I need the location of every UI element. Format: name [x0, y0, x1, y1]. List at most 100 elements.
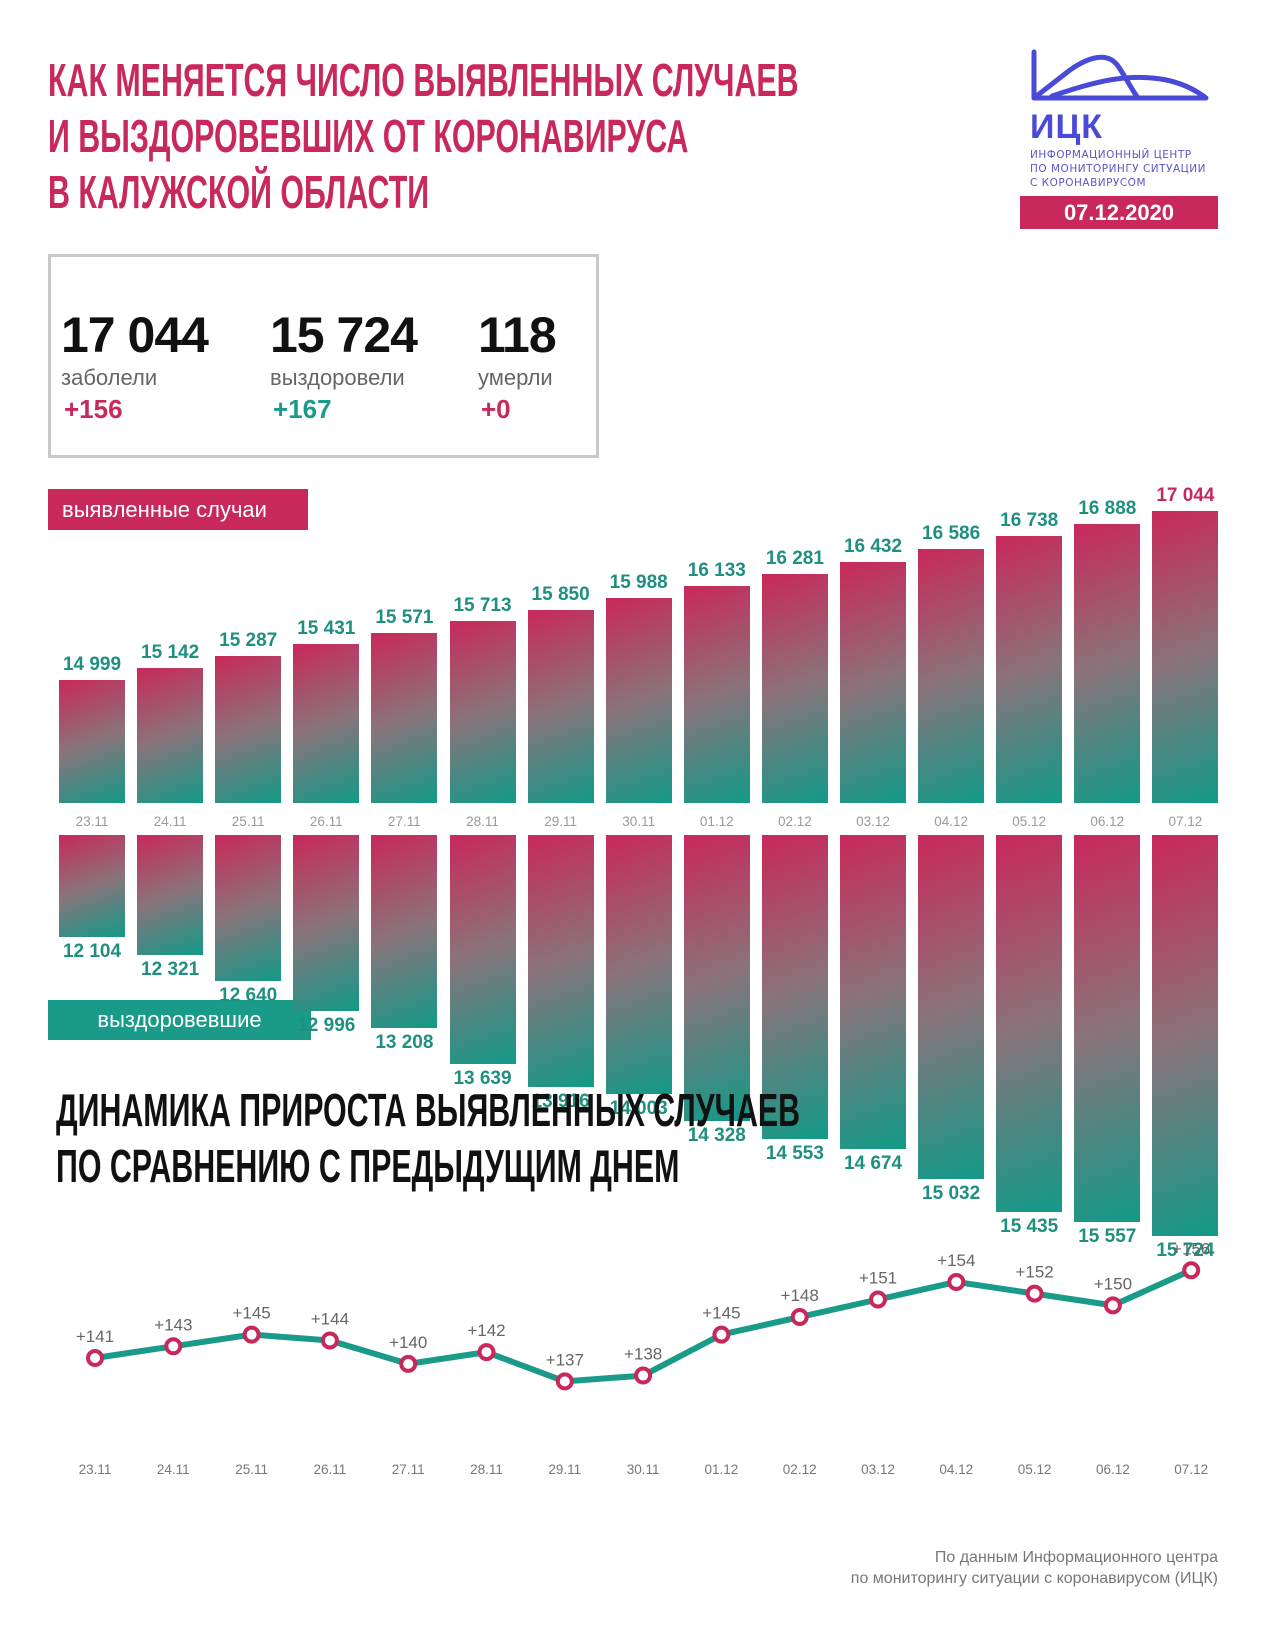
- stat-died-value: 118: [478, 307, 557, 363]
- recovered-bar-value: 15 557: [1078, 1226, 1137, 1248]
- x-axis-date-label: 30.11: [627, 1462, 660, 1477]
- recovered-bar: [1152, 835, 1219, 1236]
- x-axis-date-label: 07.12: [1174, 1462, 1208, 1477]
- recovered-bar-value: 12 640: [219, 985, 278, 1007]
- x-axis-date-label: 02.12: [783, 1462, 817, 1477]
- recovered-bar: [605, 835, 672, 1094]
- cases-bar-value: 17 044: [1156, 485, 1215, 507]
- x-axis-date-label: 26.11: [314, 1462, 347, 1477]
- data-point-label: +141: [76, 1327, 114, 1346]
- x-axis-date-label: 28.11: [470, 1462, 503, 1477]
- stat-infected-label: заболели: [61, 365, 158, 390]
- bar-date-label: 30.11: [622, 814, 656, 829]
- data-point-marker: [634, 1366, 653, 1385]
- bar-date-label: 26.11: [309, 814, 343, 829]
- x-axis-date-label: 06.12: [1096, 1462, 1130, 1477]
- recovered-bar: [449, 835, 516, 1064]
- section-title-line-2: ПО СРАВНЕНИЮ С ПРЕДЫДУЩИМ ДНЕМ: [56, 1140, 680, 1192]
- x-axis-date-label: 23.11: [79, 1462, 112, 1477]
- virus-curve-logo-icon: [1031, 49, 1209, 101]
- x-axis-date-label: 29.11: [548, 1462, 581, 1477]
- cases-bar-value: 15 850: [531, 583, 590, 605]
- cases-bar: [1152, 511, 1219, 803]
- daily-increase-line-chart: +141 23.11 +143 24.11 +145 25.11 +144 26.11 +140…: [76, 1239, 1210, 1477]
- cases-bar-value: 16 888: [1078, 497, 1137, 519]
- recovered-bar-value: 13 916: [531, 1090, 590, 1112]
- data-point-marker: [712, 1325, 731, 1344]
- recovered-bar: [1074, 835, 1141, 1223]
- cases-bar: [996, 536, 1063, 803]
- x-axis-date-label: 24.11: [157, 1462, 190, 1477]
- cases-bar-value: 16 432: [843, 535, 903, 557]
- cases-bar-value: 15 571: [375, 606, 434, 628]
- cases-bar: [215, 656, 282, 803]
- cases-bar-value: 15 142: [141, 642, 200, 664]
- stat-died: 118 умерли +0: [478, 307, 557, 425]
- bar-date-label: 25.11: [231, 814, 265, 829]
- data-point-label: +152: [1015, 1263, 1053, 1282]
- recovered-legend-badge: выздоровевшие: [48, 1000, 311, 1040]
- logo-subtitle: ИНФОРМАЦИОННЫЙ ЦЕНТР ПО МОНИТОРИНГУ СИТУ…: [1030, 148, 1220, 190]
- recovered-bar: [59, 835, 125, 937]
- recovered-bar-value: 15 435: [1000, 1216, 1059, 1238]
- data-point-label: +140: [389, 1333, 427, 1352]
- cases-bar-value: 15 713: [453, 595, 512, 617]
- data-point-marker: [399, 1354, 418, 1373]
- recovered-bar-value: 14 674: [843, 1153, 903, 1175]
- data-point-label: +138: [624, 1345, 662, 1364]
- section-title: ДИНАМИКА ПРИРОСТА ВЫЯВЛЕННЫХ СЛУЧАЕВ ПО …: [56, 1082, 800, 1194]
- bar-date-label: 29.11: [544, 814, 577, 829]
- data-point-marker: [869, 1290, 887, 1309]
- cases-bar: [449, 621, 516, 803]
- footer-line-2: по мониторингу ситуации с коронавирусом …: [850, 1570, 1218, 1587]
- cases-legend-badge: выявленные случаи: [48, 489, 308, 530]
- data-point-label: +148: [781, 1286, 819, 1305]
- recovered-bar: [215, 835, 282, 982]
- data-point-marker: [1182, 1261, 1201, 1280]
- cases-bar: [840, 561, 906, 803]
- bar-date-label: 05.12: [1012, 814, 1047, 829]
- x-axis-date-label: 03.12: [861, 1462, 895, 1477]
- recovered-bar-value: 12 321: [141, 958, 200, 980]
- itsk-logo: ИЦК ИНФОРМАЦИОННЫЙ ЦЕНТР ПО МОНИТОРИНГУ …: [1030, 48, 1210, 228]
- recovered-bar-value: 13 639: [453, 1067, 512, 1089]
- cases-bar: [918, 548, 985, 803]
- data-point-label: +142: [467, 1321, 505, 1340]
- footer-line-1: По данным Информационного центра: [934, 1549, 1218, 1566]
- recovered-bar: [918, 835, 985, 1179]
- x-axis-date-label: 04.12: [939, 1462, 973, 1477]
- cases-bar: [371, 632, 438, 803]
- cases-bar-value: 16 133: [687, 560, 746, 582]
- recovered-bar-value: 14 003: [609, 1097, 668, 1119]
- logo-subtitle-line-1: ИНФОРМАЦИОННЫЙ ЦЕНТР: [1030, 149, 1192, 161]
- stat-infected: 17 044 заболели +156: [61, 307, 209, 425]
- recovered-bar-value: 14 553: [765, 1143, 824, 1165]
- recovered-bar: [527, 835, 594, 1087]
- x-axis-date-label: 05.12: [1018, 1462, 1052, 1477]
- stat-infected-value: 17 044: [61, 307, 209, 363]
- bar-date-label: 28.11: [466, 814, 499, 829]
- page-title: КАК МЕНЯЕТСЯ ЧИСЛО ВЫЯВЛЕННЫХ СЛУЧАЕВ И …: [48, 52, 799, 220]
- bar-date-label: 07.12: [1168, 814, 1203, 829]
- stat-died-label: умерли: [478, 365, 553, 390]
- cases-bar: [293, 644, 360, 803]
- cases-bar-value: 15 431: [297, 618, 356, 640]
- bar-date-label: 01.12: [699, 814, 734, 829]
- recovered-bar: [137, 835, 204, 955]
- logo-subtitle-line-2: ПО МОНИТОРИНГУ СИТУАЦИИ: [1030, 163, 1207, 175]
- data-point-marker: [477, 1343, 496, 1362]
- cases-bar-value: 16 738: [1000, 510, 1059, 532]
- data-point-label: +151: [859, 1269, 897, 1288]
- recovered-bar-value: 12 104: [62, 940, 122, 962]
- recovered-bar: [371, 835, 438, 1029]
- data-point-label: +137: [546, 1350, 584, 1369]
- date-badge: 07.12.2020: [1020, 196, 1218, 229]
- stats-summary-box: 17 044 заболели +156 15 724 выздоровели …: [48, 254, 599, 458]
- data-point-marker: [1103, 1296, 1122, 1315]
- data-point-marker: [320, 1331, 339, 1350]
- data-point-marker: [164, 1337, 183, 1356]
- recovered-bar-value: 13 208: [375, 1032, 434, 1054]
- stat-recovered: 15 724 выздоровели +167: [270, 307, 418, 425]
- bar-date-label: 02.12: [777, 814, 812, 829]
- logo-subtitle-line-3: С КОРОНАВИРУСОМ: [1030, 177, 1147, 189]
